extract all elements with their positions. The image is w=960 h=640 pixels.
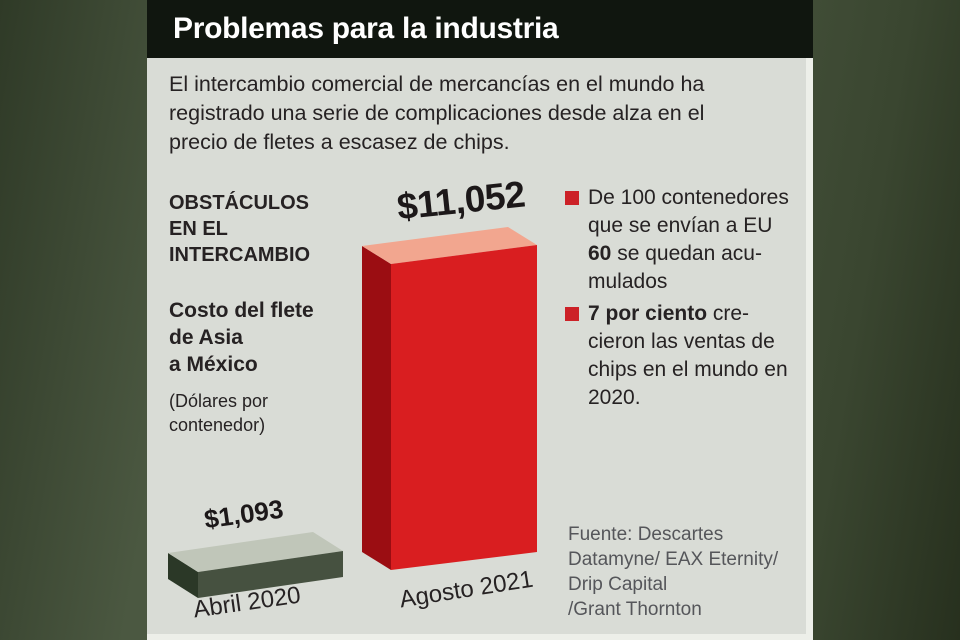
bullet-text-strong: 60 (588, 242, 612, 265)
bullet-text: 7 por ciento cre­cieron las ventas de ch… (588, 300, 797, 412)
bullet-text-post: se quedan acu­mulados (588, 242, 762, 293)
card-bottom-highlight (147, 634, 813, 640)
bullet-item-chips: 7 por ciento cre­cieron las ventas de ch… (565, 300, 797, 412)
kicker-label: OBSTÁCULOS EN EL INTERCAMBIO (169, 192, 311, 266)
bullet-square-icon (565, 307, 579, 321)
chart-subtitle: Costo del flete de Asia a México (169, 299, 314, 376)
bullet-text-pre: De 100 contenedores que se envían a EU (588, 186, 789, 237)
bullet-item-containers: De 100 contenedores que se envían a EU 6… (565, 184, 797, 296)
header-bar: Problemas para la industria (147, 0, 813, 58)
bullet-text-strong: 7 por ciento (588, 302, 708, 325)
intro-text: El intercambio comercial de mercancías e… (169, 72, 705, 154)
source-text: Fuente: Descartes Datamyne/ EAX Eternity… (568, 524, 779, 620)
page-title: Problemas para la industria (173, 12, 559, 45)
bullet-text-post: cre­cieron las ventas de chips en el mun… (588, 302, 788, 409)
bullet-square-icon (565, 191, 579, 205)
unit-label: (Dólares por contenedor) (169, 391, 269, 435)
bullet-text: De 100 contenedores que se envían a EU 6… (588, 184, 797, 296)
card-right-highlight (806, 58, 813, 640)
bullet-list: De 100 contenedores que se envían a EU 6… (565, 184, 797, 416)
